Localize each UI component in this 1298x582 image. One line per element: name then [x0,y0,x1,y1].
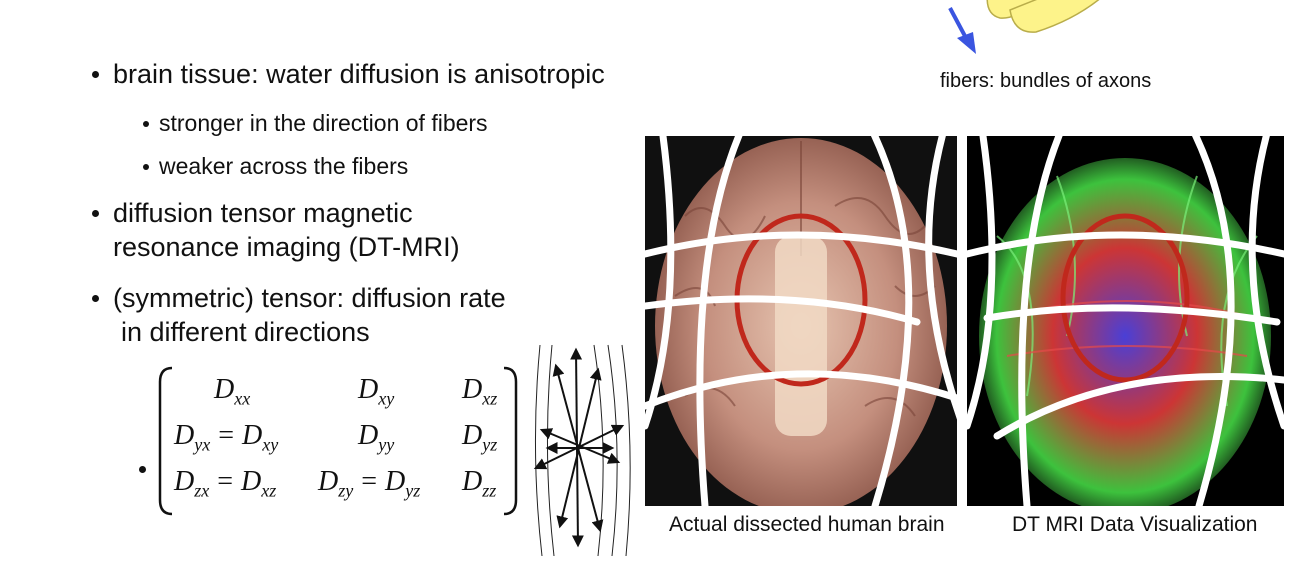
matrix-bullet-dot [139,466,146,473]
dissected-brain-image [645,136,957,506]
bullet-text: brain tissue: water diffusion is anisotr… [113,59,605,89]
bullet-dtmri: diffusion tensor magnetic resonance imag… [92,196,460,264]
caption-dtmri-visualization: DT MRI Data Visualization [1012,513,1258,536]
matrix-cell-yy: Dyy [358,420,395,455]
matrix-cell-zy: Dzy = Dyz [318,466,421,501]
bullet-text: weaker across the fibers [159,153,409,179]
subbullet-weaker: weaker across the fibers [143,152,408,180]
fibers-caption: fibers: bundles of axons [940,70,1152,92]
fiber-bundle-illustration [948,0,1100,54]
bullet-dot [143,164,149,170]
bullet-text-line1: (symmetric) tensor: diffusion rate [113,283,506,313]
bullet-dot [92,295,99,302]
matrix-cell-xx: Dxx [214,374,251,409]
bullet-dot [92,71,99,78]
matrix-cell-xy: Dxy [358,374,395,409]
diffusion-tensor-matrix: Dxx Dxy Dxz Dyx = Dxy Dyy Dyz Dzx = Dxz Dzy =… [138,366,523,516]
bullet-anisotropic: brain tissue: water diffusion is anisotr… [92,57,605,91]
caption-dissected-brain: Actual dissected human brain [669,513,945,536]
matrix-cell-yx: Dyx = Dxy [174,420,279,455]
bullet-text-line1: diffusion tensor magnetic [113,198,413,228]
bullet-text-line2: resonance imaging (DT-MRI) [113,232,460,262]
bullet-text-line2: in different directions [121,317,370,347]
diffusion-arrows-diagram [533,344,631,557]
bullet-dot [143,121,149,127]
matrix-cell-yz: Dyz [462,420,498,455]
bullet-text: stronger in the direction of fibers [159,110,488,136]
bullet-tensor: (symmetric) tensor: diffusion rate in di… [92,281,506,349]
blue-arrow-head [957,32,976,54]
fiber-yellow-2 [1009,0,1100,33]
matrix-brackets [158,366,518,516]
matrix-cell-xz: Dxz [462,374,498,409]
matrix-cell-zz: Dzz [462,466,497,501]
dtmri-visualization-image [967,136,1284,506]
bullet-dot [92,210,99,217]
subbullet-stronger: stronger in the direction of fibers [143,109,488,137]
blue-arrow-shaft [948,7,968,39]
matrix-cell-zx: Dzx = Dxz [174,466,277,501]
